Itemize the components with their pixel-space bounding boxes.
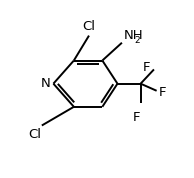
Text: N: N: [40, 77, 50, 90]
Text: Cl: Cl: [82, 20, 95, 33]
Text: F: F: [143, 61, 150, 74]
Text: F: F: [133, 111, 140, 124]
Text: Cl: Cl: [28, 128, 41, 141]
Text: 2: 2: [134, 36, 140, 45]
Text: F: F: [158, 86, 166, 99]
Text: NH: NH: [123, 29, 143, 42]
